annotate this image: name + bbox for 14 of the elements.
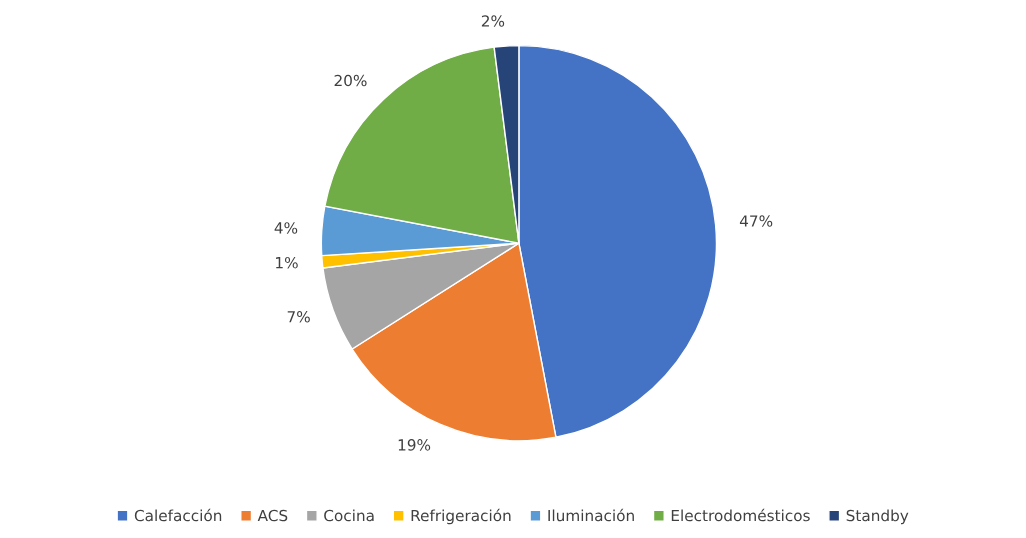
legend-label: Cocina [324, 509, 374, 522]
data-label: 19% [398, 439, 431, 451]
data-label: 20% [334, 74, 367, 87]
legend-label: Iluminación [548, 508, 634, 522]
legend-label: Standby [846, 509, 909, 525]
legend-label: Electrodomésticos [671, 508, 810, 522]
legend-label: Calefacción [134, 508, 222, 522]
legend-label: ACS [257, 509, 288, 522]
data-label: 2% [481, 15, 505, 27]
data-label: 7% [287, 311, 310, 323]
data-label: 4% [274, 222, 298, 234]
legend-label: Refrigeración [411, 508, 511, 525]
data-label: 1% [276, 256, 298, 269]
data-label: 47% [739, 215, 773, 227]
